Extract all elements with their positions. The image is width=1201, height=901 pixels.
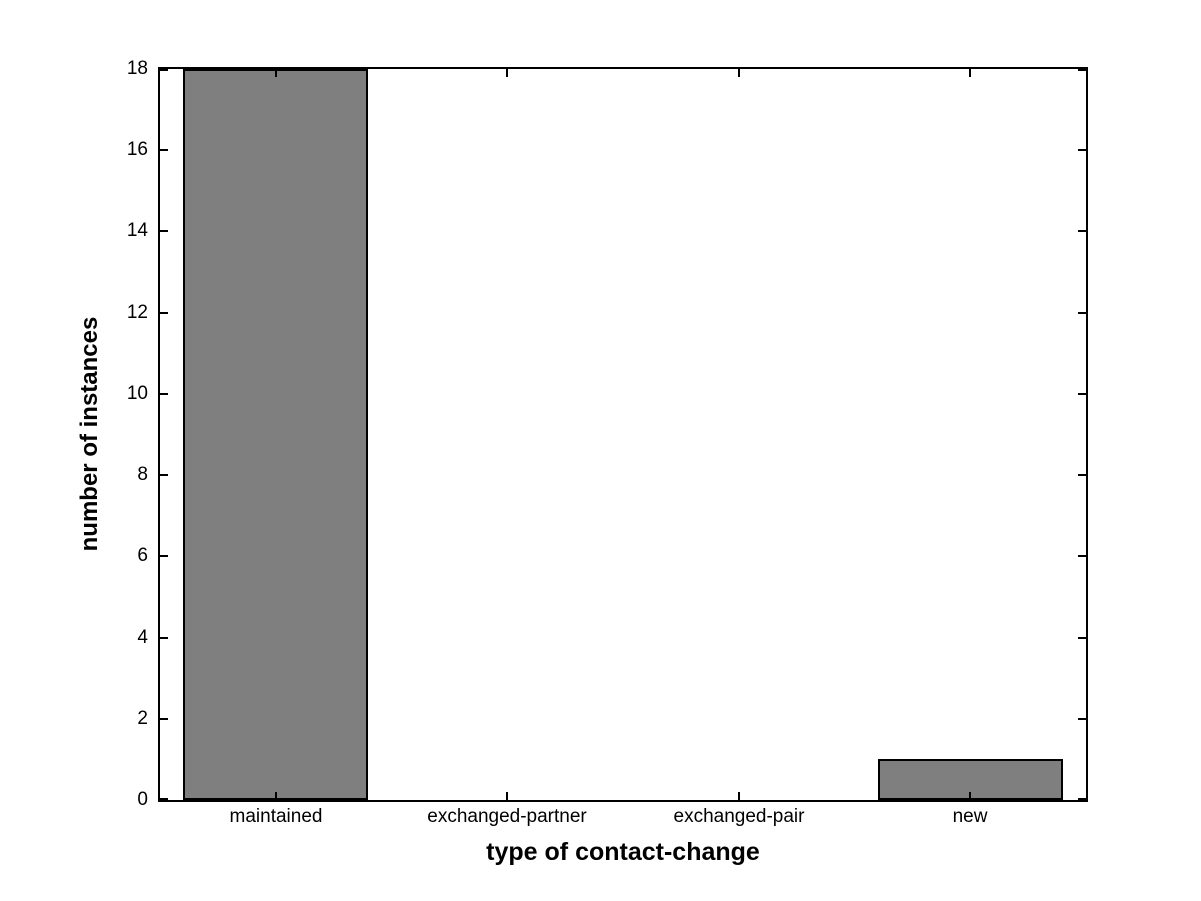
y-tick-right bbox=[1078, 312, 1086, 314]
x-tick-bottom bbox=[506, 792, 508, 800]
y-axis-label: number of instances bbox=[76, 316, 103, 552]
y-tick-left bbox=[160, 555, 168, 557]
y-tick-left bbox=[160, 312, 168, 314]
bar-maintained bbox=[183, 69, 368, 800]
x-tick-label-maintained: maintained bbox=[229, 806, 323, 827]
y-tick-right bbox=[1078, 637, 1086, 639]
y-tick-right bbox=[1078, 393, 1086, 395]
y-tick-right bbox=[1078, 474, 1086, 476]
y-tick-right bbox=[1078, 230, 1086, 232]
y-tick-right bbox=[1078, 798, 1086, 800]
y-tick-label: 4 bbox=[137, 627, 148, 648]
y-tick-label: 16 bbox=[126, 139, 148, 160]
y-tick-label: 12 bbox=[126, 302, 148, 323]
y-tick-right bbox=[1078, 69, 1086, 71]
y-tick-left bbox=[160, 637, 168, 639]
y-tick-label: 8 bbox=[137, 464, 148, 485]
y-tick-label: 10 bbox=[126, 383, 148, 404]
x-tick-label-exchanged-partner: exchanged-partner bbox=[427, 806, 587, 827]
y-tick-left bbox=[160, 798, 168, 800]
y-tick-label: 6 bbox=[137, 545, 148, 566]
y-tick-left bbox=[160, 393, 168, 395]
x-tick-bottom bbox=[738, 792, 740, 800]
y-tick-left bbox=[160, 69, 168, 71]
x-tick-top bbox=[275, 69, 277, 77]
plot-area bbox=[158, 67, 1088, 802]
y-tick-left bbox=[160, 230, 168, 232]
x-tick-bottom bbox=[275, 792, 277, 800]
y-tick-label: 14 bbox=[126, 220, 148, 241]
y-tick-left bbox=[160, 149, 168, 151]
x-tick-top bbox=[506, 69, 508, 77]
y-tick-label: 18 bbox=[126, 58, 148, 79]
x-tick-label-new: new bbox=[952, 806, 988, 827]
y-tick-left bbox=[160, 474, 168, 476]
x-tick-bottom bbox=[969, 792, 971, 800]
x-tick-top bbox=[738, 69, 740, 77]
y-tick-right bbox=[1078, 149, 1086, 151]
y-tick-right bbox=[1078, 555, 1086, 557]
y-tick-right bbox=[1078, 718, 1086, 720]
x-tick-top bbox=[969, 69, 971, 77]
y-tick-left bbox=[160, 718, 168, 720]
x-tick-label-exchanged-pair: exchanged-pair bbox=[673, 806, 805, 827]
y-tick-label: 0 bbox=[137, 789, 148, 810]
y-tick-label: 2 bbox=[137, 708, 148, 729]
x-axis-label: type of contact-change bbox=[486, 838, 760, 866]
